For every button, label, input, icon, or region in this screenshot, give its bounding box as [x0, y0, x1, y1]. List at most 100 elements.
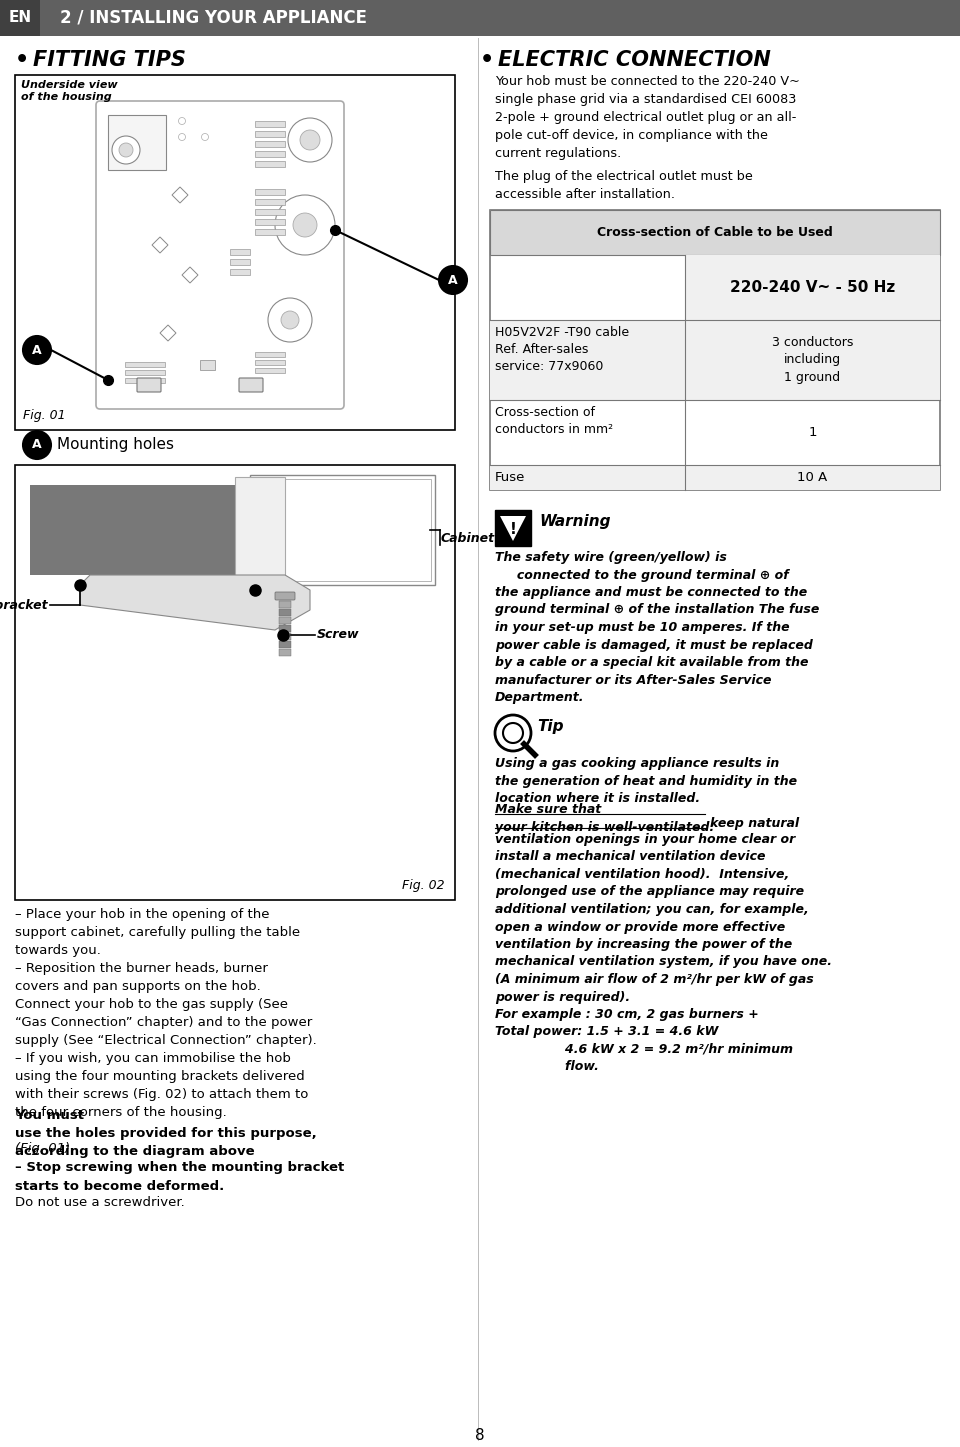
Bar [490, 210, 940, 491]
Text: Fuse: Fuse [495, 472, 525, 483]
Polygon shape [160, 326, 176, 341]
Text: 10 A: 10 A [798, 472, 828, 483]
Text: Cabinet: Cabinet [441, 532, 495, 546]
Circle shape [281, 311, 299, 328]
Bar [255, 190, 285, 195]
Circle shape [288, 119, 332, 162]
Text: The safety wire (green/yellow) is
     connected to the ground terminal ⊕ of
the: The safety wire (green/yellow) is connec… [495, 551, 820, 705]
Text: (Fig. 01).: (Fig. 01). [15, 1142, 74, 1155]
Bar [15, 75, 455, 430]
Circle shape [119, 143, 133, 158]
Bar [279, 641, 291, 648]
Text: Fig. 01: Fig. 01 [23, 410, 65, 423]
Bar [255, 208, 285, 216]
Circle shape [439, 266, 467, 294]
Text: A: A [33, 343, 42, 356]
Text: Warning: Warning [539, 514, 611, 530]
Circle shape [268, 298, 312, 341]
Circle shape [495, 715, 531, 751]
Text: Tip: Tip [537, 719, 564, 734]
Circle shape [179, 133, 185, 140]
Polygon shape [500, 517, 526, 541]
Text: •: • [15, 51, 29, 69]
Text: You must
use the holes provided for this purpose,
according to the diagram above: You must use the holes provided for this… [15, 1108, 317, 1158]
Bar [255, 200, 285, 205]
Bar [255, 218, 285, 224]
FancyBboxPatch shape [137, 378, 161, 392]
Text: 3 conductors
including
1 ground: 3 conductors including 1 ground [772, 337, 853, 383]
Bar [0, 0, 40, 36]
Bar [125, 362, 165, 368]
Circle shape [275, 195, 335, 255]
Bar [250, 475, 435, 585]
Text: Screw: Screw [317, 628, 359, 641]
Bar [279, 616, 291, 624]
Text: A: A [33, 438, 42, 451]
Bar [255, 132, 285, 137]
Text: 1: 1 [808, 425, 817, 438]
Circle shape [300, 130, 320, 150]
Circle shape [112, 136, 140, 164]
Polygon shape [80, 574, 310, 629]
Bar [0, 0, 960, 36]
Text: ELECTRIC CONNECTION: ELECTRIC CONNECTION [498, 51, 771, 69]
Bar [279, 601, 291, 608]
Text: Using a gas cooking appliance results in
the generation of heat and humidity in : Using a gas cooking appliance results in… [495, 757, 797, 805]
Bar [685, 255, 940, 320]
Bar [15, 464, 455, 900]
Text: Do not use a screwdriver.: Do not use a screwdriver. [15, 1197, 184, 1210]
Text: The plug of the electrical outlet must be
accessible after installation.: The plug of the electrical outlet must b… [495, 169, 753, 201]
Text: A: A [448, 273, 458, 287]
Bar [200, 360, 215, 370]
Bar [230, 249, 250, 255]
Text: 2 / INSTALLING YOUR APPLIANCE: 2 / INSTALLING YOUR APPLIANCE [60, 9, 367, 27]
Circle shape [23, 336, 51, 365]
Polygon shape [172, 187, 188, 203]
Text: Cross-section of
conductors in mm²: Cross-section of conductors in mm² [495, 407, 613, 436]
Text: keep natural: keep natural [710, 818, 799, 831]
Text: Mounting bracket: Mounting bracket [0, 599, 48, 612]
Bar [30, 485, 240, 574]
Text: Mounting holes: Mounting holes [57, 437, 174, 453]
Bar [254, 479, 431, 582]
Bar [495, 509, 531, 546]
Bar [279, 625, 291, 632]
Bar [279, 593, 291, 601]
Bar [230, 269, 250, 275]
Text: •: • [480, 51, 494, 69]
Bar [279, 632, 291, 640]
Bar [125, 370, 165, 375]
Bar [490, 210, 940, 255]
Bar [255, 352, 285, 357]
Circle shape [202, 133, 208, 140]
Text: !: ! [510, 522, 516, 537]
Text: FITTING TIPS: FITTING TIPS [33, 51, 186, 69]
Text: – Stop screwing when the mounting bracket
starts to become deformed.: – Stop screwing when the mounting bracke… [15, 1162, 345, 1192]
Text: Underside view
of the housing: Underside view of the housing [21, 80, 118, 101]
Text: H05V2V2F -T90 cable
Ref. After-sales
service: 77x9060: H05V2V2F -T90 cable Ref. After-sales ser… [495, 326, 629, 373]
Bar [490, 210, 940, 255]
Bar [255, 368, 285, 373]
Bar [490, 464, 940, 491]
Bar [255, 122, 285, 127]
Bar [255, 140, 285, 148]
Text: EN: EN [9, 10, 32, 26]
Bar [235, 478, 285, 577]
Text: Cross-section of Cable to be Used: Cross-section of Cable to be Used [597, 226, 833, 239]
Bar [279, 650, 291, 655]
Bar [230, 259, 250, 265]
Bar [255, 229, 285, 234]
Circle shape [503, 724, 523, 742]
Circle shape [179, 117, 185, 124]
Bar [279, 609, 291, 616]
Text: 8: 8 [475, 1428, 485, 1443]
Text: ventilation openings in your home clear or
install a mechanical ventilation devi: ventilation openings in your home clear … [495, 833, 832, 1074]
Bar [255, 360, 285, 365]
Polygon shape [182, 268, 198, 284]
Text: Make sure that
your kitchen is well-ventilated:: Make sure that your kitchen is well-vent… [495, 803, 714, 833]
Bar [490, 320, 940, 399]
Bar [125, 378, 165, 383]
FancyBboxPatch shape [239, 378, 263, 392]
Text: 220-240 V~ - 50 Hz: 220-240 V~ - 50 Hz [730, 281, 895, 295]
Bar [108, 114, 166, 169]
